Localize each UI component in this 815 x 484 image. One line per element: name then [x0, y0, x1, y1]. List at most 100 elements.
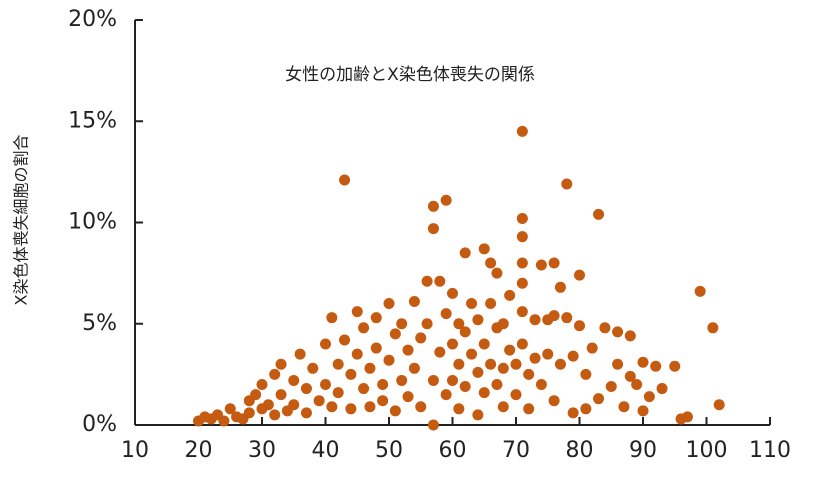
- point: [389, 328, 401, 340]
- point: [339, 174, 351, 186]
- point: [459, 381, 471, 393]
- point: [408, 362, 420, 374]
- point: [402, 344, 414, 356]
- point: [453, 358, 465, 370]
- point: [358, 322, 370, 334]
- point: [326, 401, 338, 413]
- point: [434, 275, 446, 287]
- x-tick-label: 10: [121, 438, 149, 463]
- point: [605, 381, 617, 393]
- point: [478, 338, 490, 350]
- point: [574, 320, 585, 332]
- point: [529, 314, 541, 326]
- point: [523, 368, 535, 380]
- point: [224, 403, 236, 415]
- point: [377, 395, 389, 407]
- point: [459, 326, 471, 338]
- point: [650, 360, 662, 372]
- point: [561, 178, 573, 190]
- point: [510, 358, 522, 370]
- point: [510, 389, 522, 401]
- point: [472, 314, 484, 326]
- point: [415, 332, 427, 344]
- point: [307, 362, 319, 374]
- point: [574, 269, 585, 281]
- point: [313, 395, 325, 407]
- point: [288, 399, 300, 411]
- point: [408, 295, 420, 307]
- point: [345, 368, 357, 380]
- point: [250, 389, 262, 401]
- point: [434, 346, 446, 358]
- point: [269, 368, 281, 380]
- point: [262, 399, 274, 411]
- point: [504, 289, 516, 301]
- x-tick-label: 110: [749, 438, 791, 463]
- point: [339, 334, 351, 346]
- point: [656, 383, 668, 395]
- x-tick-label: 70: [502, 438, 530, 463]
- point: [472, 409, 484, 421]
- point: [535, 379, 547, 390]
- point: [643, 391, 655, 403]
- point: [497, 362, 509, 374]
- point: [326, 312, 338, 324]
- point: [567, 350, 579, 362]
- point: [294, 348, 306, 360]
- point: [427, 223, 439, 235]
- point: [364, 362, 376, 374]
- point: [548, 257, 560, 269]
- point: [427, 200, 439, 212]
- point: [364, 401, 376, 413]
- point: [567, 407, 579, 419]
- point: [421, 275, 433, 287]
- point: [529, 352, 541, 364]
- x-tick-label: 50: [375, 438, 403, 463]
- y-tick-label: 5%: [82, 311, 117, 336]
- point: [320, 338, 331, 350]
- point: [516, 212, 528, 224]
- point: [561, 312, 573, 324]
- point: [637, 405, 649, 417]
- chart-title: 女性の加齢とX染色体喪失の関係: [285, 65, 535, 85]
- point: [466, 298, 478, 309]
- point: [631, 379, 643, 390]
- y-tick-label: 10%: [68, 210, 117, 235]
- point: [516, 277, 528, 289]
- point: [402, 391, 414, 403]
- point: [453, 318, 465, 330]
- point: [516, 125, 528, 137]
- x-tick-label: 40: [312, 438, 340, 463]
- point: [377, 379, 389, 390]
- point: [497, 318, 509, 330]
- point: [593, 393, 605, 405]
- point: [624, 370, 636, 382]
- point: [275, 389, 287, 401]
- point: [624, 330, 636, 342]
- point: [332, 358, 344, 370]
- point: [580, 403, 592, 415]
- point: [593, 208, 605, 220]
- point: [332, 387, 344, 399]
- point: [612, 326, 624, 338]
- point: [275, 358, 287, 370]
- x-tick-label: 80: [566, 438, 594, 463]
- point: [453, 403, 465, 415]
- y-axis-label: X染色体喪失細胞の割合: [12, 135, 31, 306]
- point: [713, 399, 725, 411]
- point: [478, 243, 490, 255]
- x-tick-label: 30: [248, 438, 276, 463]
- point: [516, 338, 528, 350]
- point: [554, 281, 566, 293]
- point: [612, 358, 624, 370]
- point: [447, 374, 458, 386]
- point: [707, 322, 719, 334]
- point: [554, 358, 566, 370]
- x-tick-label: 60: [439, 438, 467, 463]
- point: [370, 342, 382, 354]
- x-tick-label: 100: [686, 438, 728, 463]
- point: [485, 298, 497, 309]
- point: [351, 306, 363, 318]
- point: [300, 383, 312, 395]
